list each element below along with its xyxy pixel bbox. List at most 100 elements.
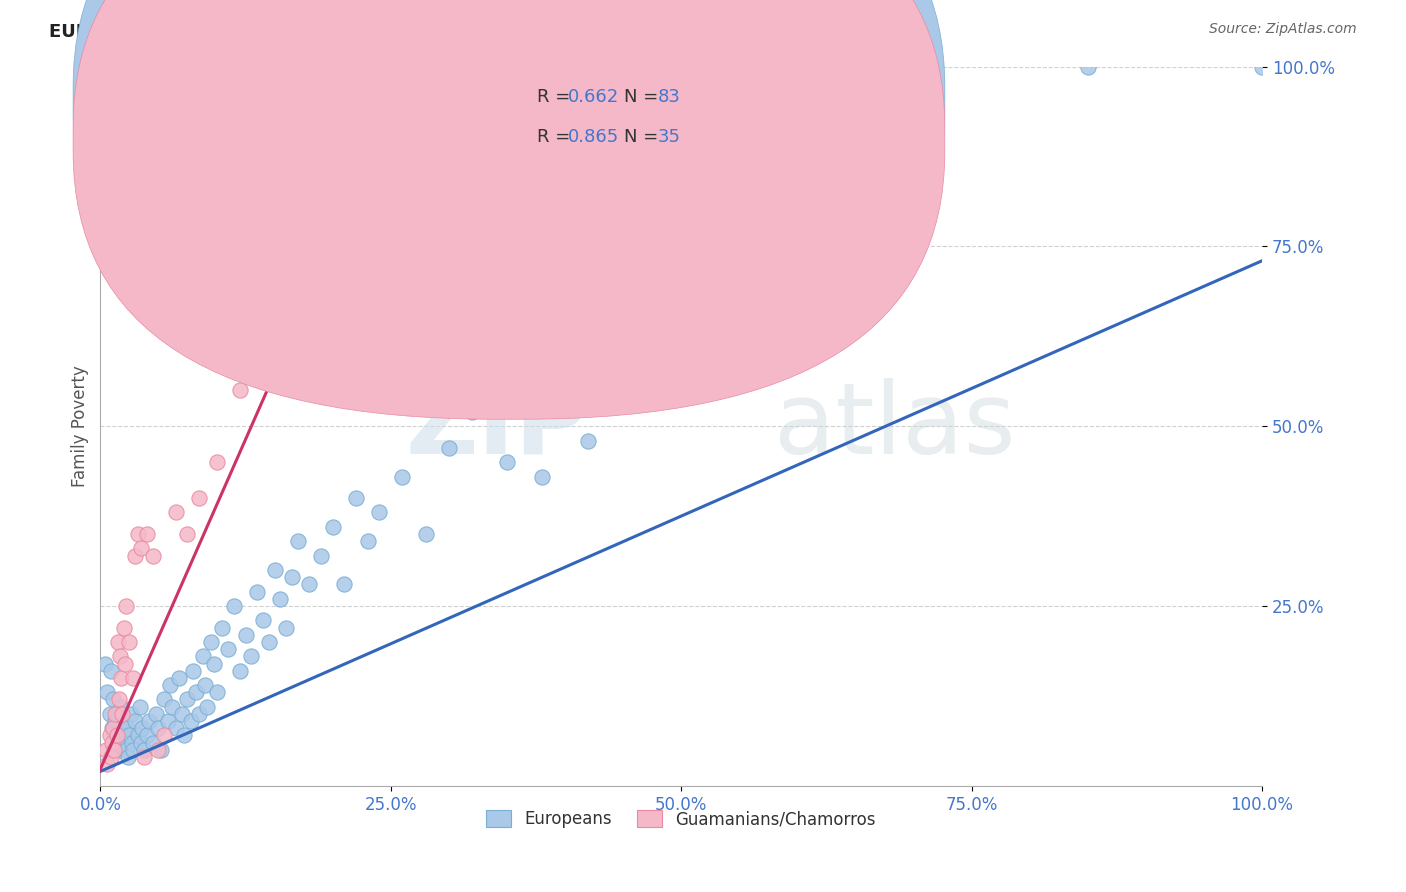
- Point: [98, 728, 121, 742]
- Point: [344, 491, 367, 505]
- Point: [333, 577, 356, 591]
- Point: [153, 728, 176, 742]
- Point: [100, 750, 122, 764]
- Text: EUROPEAN VS GUAMANIAN/CHAMORRO FAMILY POVERTY CORRELATION CHART: EUROPEAN VS GUAMANIAN/CHAMORRO FAMILY PO…: [49, 22, 845, 40]
- Point: [380, 117, 402, 131]
- Point: [96, 685, 118, 699]
- Point: [148, 743, 170, 757]
- Point: [100, 664, 122, 678]
- Point: [148, 721, 170, 735]
- Legend: Europeans, Guamanians/Chamorros: Europeans, Guamanians/Chamorros: [479, 804, 883, 835]
- Point: [184, 685, 207, 699]
- Point: [188, 706, 211, 721]
- Point: [165, 721, 187, 735]
- Text: ZIP: ZIP: [405, 377, 588, 475]
- Text: N =: N =: [624, 88, 664, 106]
- Point: [205, 455, 228, 469]
- Text: 0.865: 0.865: [568, 128, 619, 146]
- Point: [112, 736, 135, 750]
- Point: [437, 441, 460, 455]
- Point: [124, 549, 146, 563]
- Point: [356, 534, 378, 549]
- Point: [173, 728, 195, 742]
- Point: [195, 699, 218, 714]
- Point: [217, 642, 239, 657]
- Point: [129, 541, 152, 556]
- Point: [112, 621, 135, 635]
- Point: [111, 728, 134, 742]
- Point: [101, 692, 124, 706]
- Point: [108, 743, 131, 757]
- Point: [240, 649, 263, 664]
- Point: [135, 728, 157, 742]
- Text: N =: N =: [624, 128, 664, 146]
- Point: [162, 699, 184, 714]
- Point: [108, 721, 131, 735]
- Point: [101, 721, 124, 735]
- Text: 83: 83: [658, 88, 681, 106]
- Point: [96, 757, 118, 772]
- Point: [496, 455, 519, 469]
- Point: [142, 736, 165, 750]
- Point: [229, 664, 252, 678]
- Point: [105, 736, 128, 750]
- Point: [281, 570, 304, 584]
- Point: [188, 491, 211, 505]
- Point: [115, 721, 138, 735]
- Y-axis label: Family Poverty: Family Poverty: [72, 366, 89, 487]
- Point: [124, 714, 146, 728]
- Point: [127, 728, 149, 742]
- Point: [257, 635, 280, 649]
- Point: [111, 706, 134, 721]
- Point: [181, 664, 204, 678]
- Point: [205, 685, 228, 699]
- Point: [276, 621, 298, 635]
- Point: [103, 728, 125, 742]
- Point: [202, 657, 225, 671]
- Point: [135, 527, 157, 541]
- Point: [415, 527, 437, 541]
- Point: [211, 621, 233, 635]
- Point: [134, 750, 156, 764]
- Point: [94, 657, 117, 671]
- Point: [145, 706, 167, 721]
- Point: [156, 714, 179, 728]
- Point: [176, 692, 198, 706]
- Point: [115, 599, 138, 613]
- Point: [1251, 60, 1274, 74]
- Point: [110, 699, 132, 714]
- Point: [114, 657, 136, 671]
- Point: [170, 706, 193, 721]
- Point: [134, 743, 156, 757]
- Text: 0.662: 0.662: [568, 88, 619, 106]
- Point: [298, 577, 321, 591]
- Point: [138, 714, 160, 728]
- Point: [114, 714, 136, 728]
- Point: [368, 506, 391, 520]
- Point: [246, 584, 269, 599]
- Point: [287, 534, 309, 549]
- Point: [263, 311, 285, 326]
- Point: [391, 469, 413, 483]
- Point: [159, 678, 181, 692]
- Point: [647, 383, 669, 397]
- Point: [129, 736, 152, 750]
- Point: [104, 706, 127, 721]
- Point: [1077, 60, 1099, 74]
- Point: [122, 671, 145, 685]
- Point: [309, 549, 332, 563]
- Point: [115, 743, 138, 757]
- Point: [98, 706, 121, 721]
- Point: [128, 699, 150, 714]
- Point: [104, 714, 127, 728]
- Point: [110, 671, 132, 685]
- Point: [194, 678, 217, 692]
- Point: [180, 714, 202, 728]
- Point: [200, 635, 222, 649]
- Text: Source: ZipAtlas.com: Source: ZipAtlas.com: [1209, 22, 1357, 37]
- Point: [118, 728, 141, 742]
- Point: [120, 706, 142, 721]
- Point: [105, 728, 128, 742]
- Point: [165, 506, 187, 520]
- Point: [149, 743, 172, 757]
